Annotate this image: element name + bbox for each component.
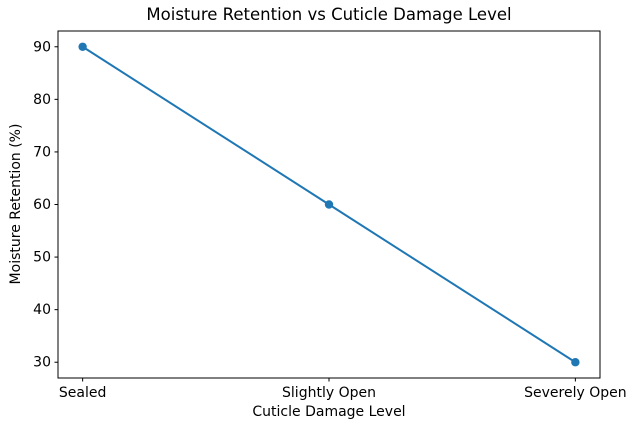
- data-point: [324, 200, 334, 209]
- chart-title: Moisture Retention vs Cuticle Damage Lev…: [146, 5, 512, 24]
- y-tick-label: 30: [33, 355, 51, 371]
- y-tick-label: 40: [33, 302, 51, 318]
- data-point: [78, 42, 87, 51]
- data-point: [571, 358, 580, 367]
- x-tick-label: Sealed: [59, 385, 106, 401]
- x-tick-label: Slightly Open: [282, 385, 376, 401]
- y-tick-label: 70: [33, 144, 51, 160]
- x-axis-label: Cuticle Damage Level: [252, 404, 406, 420]
- y-tick-label: 60: [33, 197, 51, 213]
- y-tick-label: 90: [33, 39, 51, 55]
- y-tick-label: 50: [33, 250, 51, 266]
- x-tick-label: Severely Open: [524, 385, 626, 401]
- y-tick-label: 80: [33, 92, 51, 108]
